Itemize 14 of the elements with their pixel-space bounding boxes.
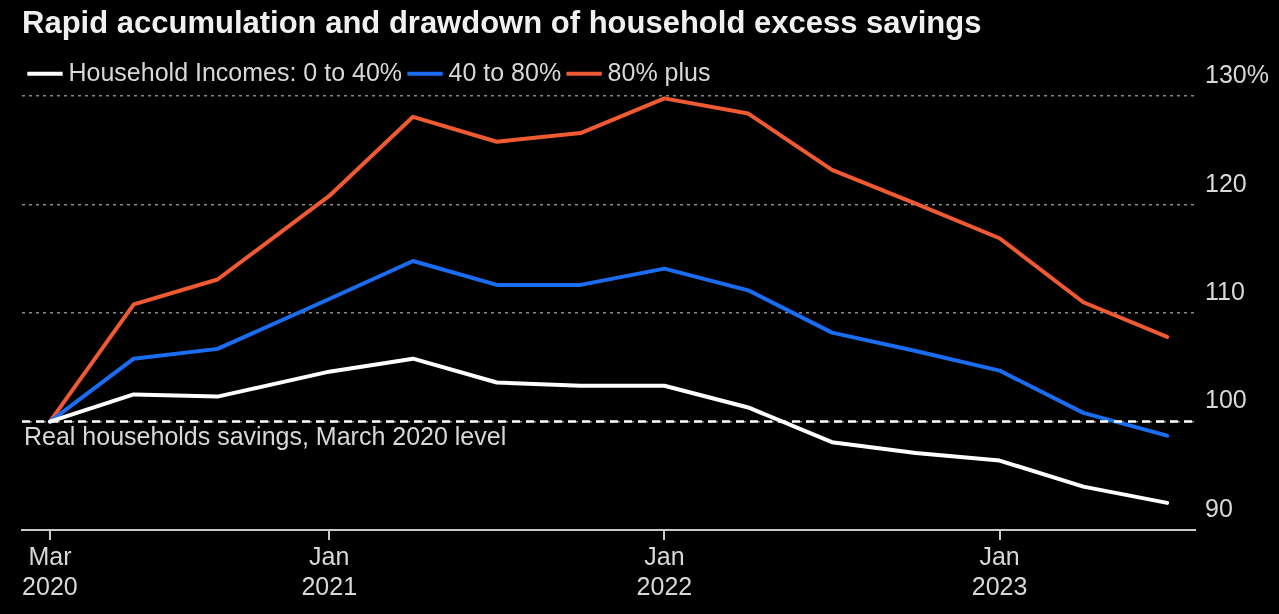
x-tick-label: Jan 2021 bbox=[301, 541, 358, 600]
legend-label: Household Incomes: 0 to 40% bbox=[68, 57, 403, 86]
legend-label: 80% plus bbox=[607, 57, 711, 86]
y-tick-label: 110 bbox=[1205, 276, 1245, 305]
y-tick-label: 130% bbox=[1205, 60, 1270, 89]
y-tick-label: 90 bbox=[1205, 493, 1233, 522]
y-tick-label: 120 bbox=[1205, 168, 1247, 197]
y-tick-label: 100 bbox=[1205, 385, 1247, 414]
ref-line-label: Real households savings, March 2020 level bbox=[24, 421, 507, 450]
legend-label: 40 to 80% bbox=[448, 57, 562, 86]
chart-title: Rapid accumulation and drawdown of household excess savings bbox=[22, 5, 982, 41]
x-tick-label: Mar 2020 bbox=[22, 541, 78, 600]
x-tick-label: Jan 2022 bbox=[636, 541, 693, 600]
x-tick-label: Jan 2023 bbox=[971, 541, 1028, 600]
